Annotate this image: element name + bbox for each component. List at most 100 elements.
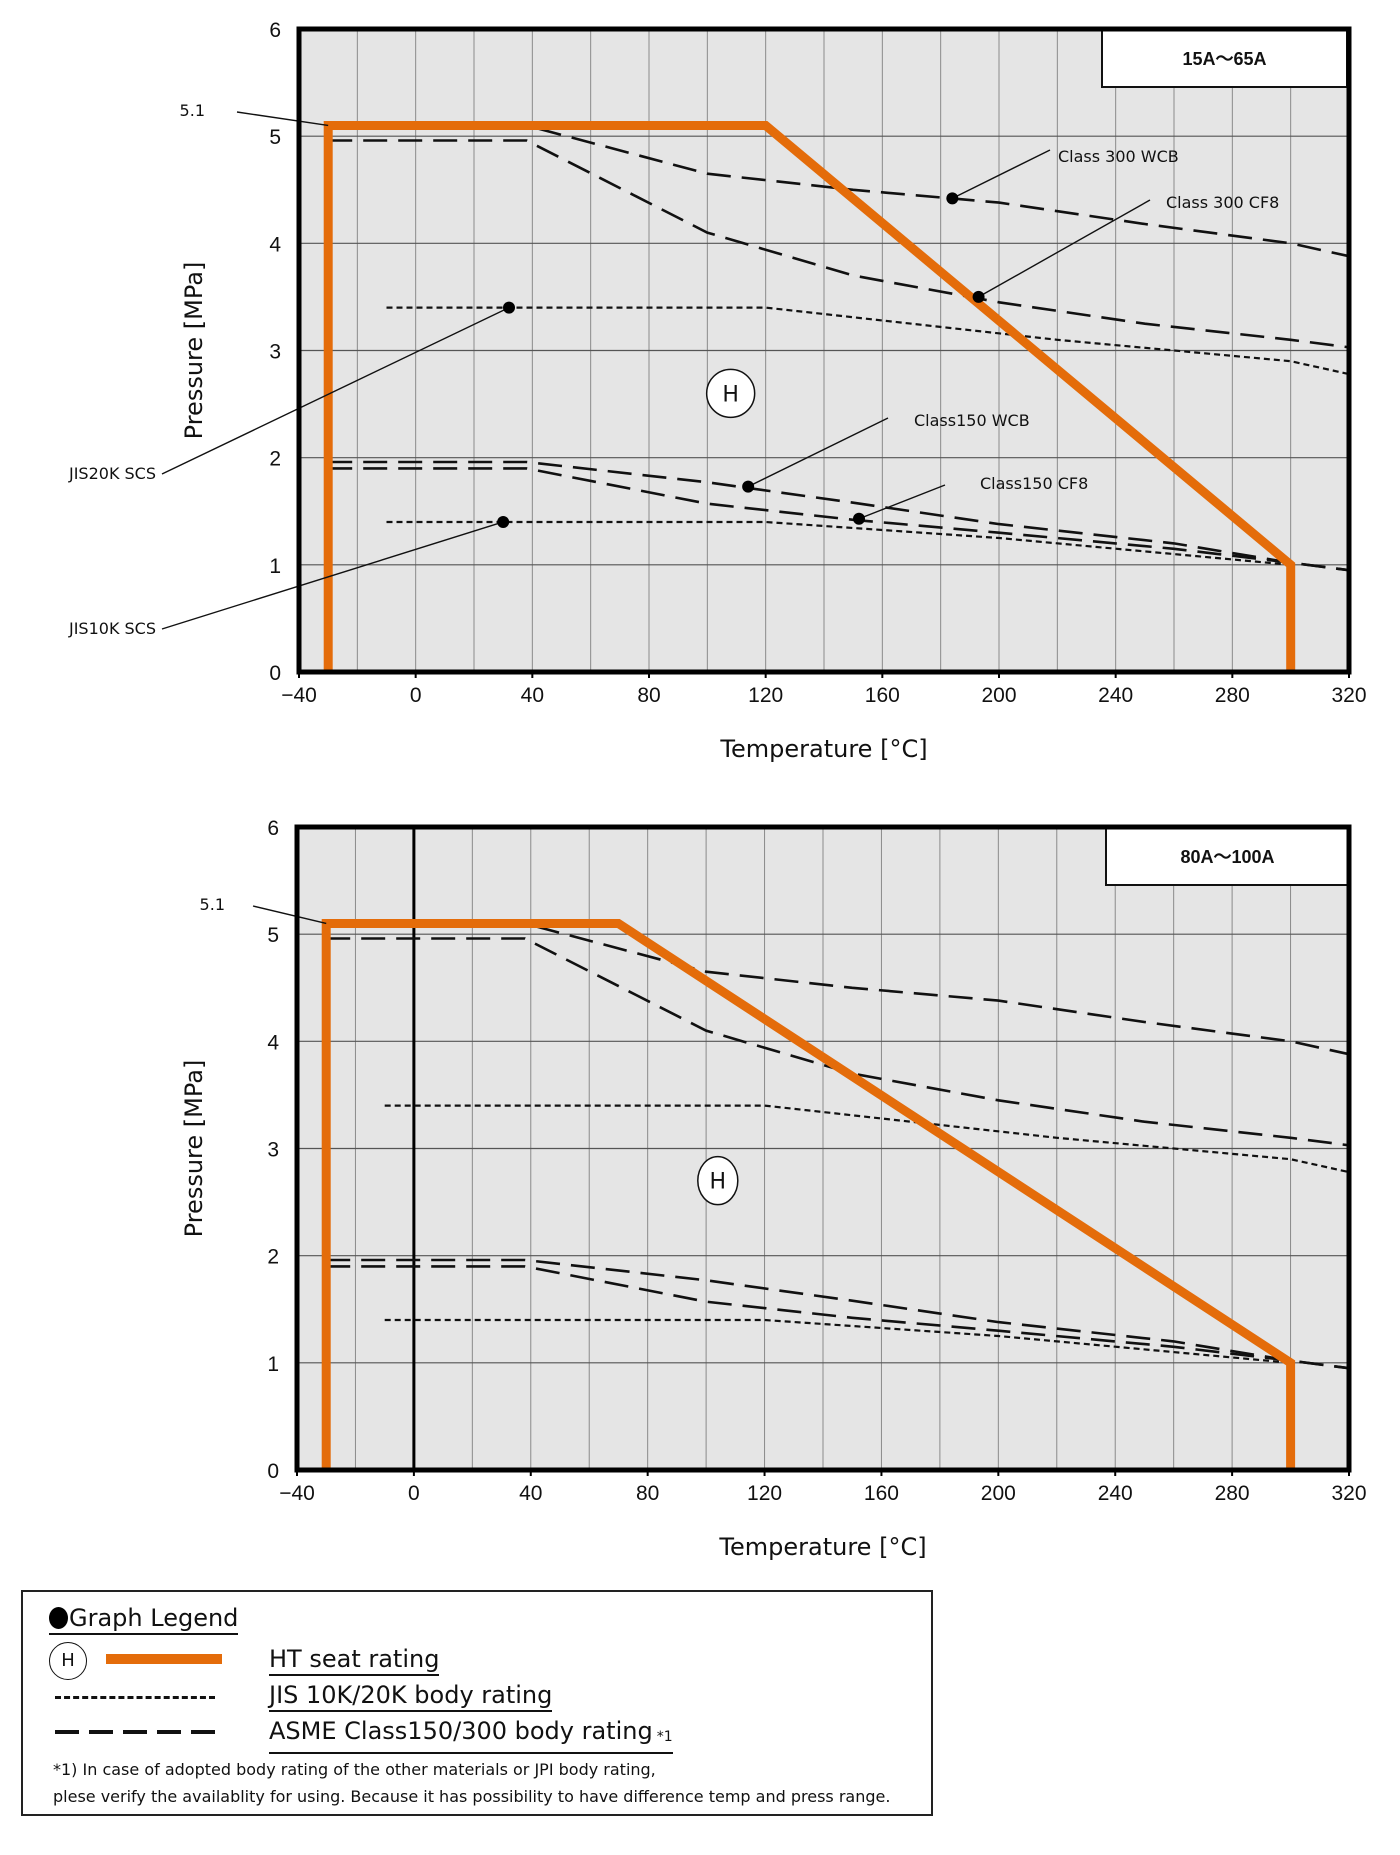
y-tick-label: 5 (267, 924, 279, 947)
annotation-leader (161, 307, 510, 475)
footnote-ref: *1 (656, 1729, 673, 1745)
annotation-leader (978, 199, 1151, 298)
y-tick-label: 4 (267, 1031, 279, 1054)
y-tick-label: 3 (267, 1139, 279, 1162)
series-class-300-wcb (328, 124, 1350, 258)
annotation-leader (236, 111, 329, 127)
h-marker-icon (705, 368, 756, 419)
x-tick-label: 120 (748, 684, 783, 707)
legend-item-jis: JIS 10K/20K body rating (49, 1680, 909, 1714)
x-axis-title: Temperature [°C] (718, 1533, 926, 1561)
y-tick-label: 1 (269, 555, 281, 578)
annotation-leader (747, 417, 889, 488)
x-tick-label: 320 (1331, 684, 1366, 707)
orange-line-swatch (106, 1654, 222, 1664)
plot-frame (294, 824, 1352, 1473)
annotation-dot (742, 480, 755, 493)
annotation-label: 5.1 (180, 101, 205, 120)
annotation-label: Class 300 CF8 (1166, 193, 1279, 212)
x-tick-label: 120 (747, 1482, 782, 1505)
y-axis-title: Pressure [MPa] (180, 1060, 208, 1238)
x-axis-title: Temperature [°C] (719, 735, 927, 763)
annotation-leader (858, 484, 946, 520)
series-class150-cf8 (328, 467, 1350, 572)
series-class-300-wcb (326, 922, 1350, 1056)
annotation-dot (497, 515, 510, 528)
series-ht-seat-rating (323, 121, 1296, 672)
annotation-label: JIS20K SCS (68, 464, 156, 483)
y-tick-label: 5 (269, 126, 281, 149)
h-marker-label: H (710, 1170, 727, 1195)
graph-legend: Graph Legend H HT seat rating JIS 10K/20… (21, 1590, 933, 1816)
annotation-label: 5.1 (200, 895, 225, 914)
dashed-line-swatch (55, 1730, 215, 1734)
annotation-dot (972, 290, 985, 303)
y-axis-title: Pressure [MPa] (180, 262, 208, 440)
y-tick-label: 4 (269, 233, 281, 256)
h-marker-icon: H (49, 1642, 87, 1680)
annotation-leader (161, 521, 504, 630)
annotation-dot (853, 512, 865, 525)
dotted-line-swatch (55, 1696, 215, 1699)
x-tick-label: 280 (1215, 684, 1250, 707)
x-tick-label: 240 (1098, 1482, 1133, 1505)
legend-item-ht-seat: H HT seat rating (49, 1642, 909, 1680)
legend-title-text: Graph Legend (69, 1604, 239, 1632)
series-jis10k-scs (384, 1318, 1291, 1364)
size-range-box (1105, 826, 1350, 886)
series-class-300-cf8 (328, 139, 1350, 349)
plot-frame (296, 26, 1352, 675)
footnote-line: plese verify the availablity for using. … (53, 1787, 891, 1806)
x-tick-label: 280 (1215, 1482, 1250, 1505)
y-tick-label: 0 (267, 1460, 279, 1483)
x-tick-label: 0 (410, 684, 422, 707)
annotation-dot (946, 192, 959, 205)
y-tick-label: 2 (269, 448, 281, 471)
legend-item-asme: ASME Class150/300 body rating *1 (49, 1716, 909, 1754)
x-tick-label: 80 (637, 684, 660, 707)
annotation-label: Class150 CF8 (980, 474, 1088, 493)
size-range-label: 80A～100A (1180, 847, 1274, 867)
x-tick-label: 200 (981, 1482, 1016, 1505)
footnote-line: *1) In case of adopted body rating of th… (53, 1760, 656, 1779)
annotation-label: Class 300 WCB (1058, 147, 1179, 166)
y-tick-label: 1 (267, 1353, 279, 1376)
h-marker-icon (697, 1155, 739, 1206)
x-tick-label: 240 (1098, 684, 1133, 707)
legend-title: Graph Legend (49, 1604, 239, 1635)
x-tick-label: 160 (865, 684, 900, 707)
x-tick-label: −40 (281, 684, 317, 707)
annotation-leader (952, 149, 1051, 199)
y-tick-label: 0 (269, 662, 281, 685)
x-tick-label: 40 (519, 1482, 542, 1505)
series-jis20k-scs (386, 306, 1350, 376)
x-tick-label: −40 (279, 1482, 315, 1505)
series-class-300-cf8 (326, 937, 1350, 1147)
y-tick-label: 3 (269, 341, 281, 364)
y-tick-label: 2 (267, 1246, 279, 1269)
charts-canvas: 15A～65A H 5.1 Class 300 WCB Class 300 CF8 JIS… (68, 19, 1367, 1561)
legend-label: HT seat rating (269, 1644, 440, 1676)
x-tick-label: 160 (864, 1482, 899, 1505)
x-tick-label: 40 (521, 684, 544, 707)
size-range-label: 15A～65A (1182, 49, 1266, 69)
h-marker-label: H (722, 382, 739, 407)
series-class150-cf8 (326, 1265, 1350, 1370)
legend-label-text: ASME Class150/300 body rating (269, 1717, 653, 1745)
bullet-icon (49, 1607, 68, 1629)
annotation-label: JIS10K SCS (68, 619, 156, 638)
x-tick-label: 320 (1331, 1482, 1366, 1505)
annotation-leader (252, 905, 327, 925)
chart-1: 15A～65A H 5.1 Class 300 WCB Class 300 CF8 JIS… (68, 19, 1367, 763)
x-tick-label: 200 (981, 684, 1016, 707)
annotation-label: Class150 WCB (914, 411, 1030, 430)
legend-label: ASME Class150/300 body rating *1 (269, 1716, 673, 1754)
legend-label: JIS 10K/20K body rating (269, 1680, 553, 1712)
y-tick-label: 6 (269, 19, 281, 42)
series-ht-seat-rating (321, 919, 1296, 1470)
x-tick-label: 80 (636, 1482, 659, 1505)
annotation-dot (503, 301, 515, 314)
series-jis20k-scs (384, 1104, 1350, 1174)
x-tick-label: 0 (408, 1482, 420, 1505)
